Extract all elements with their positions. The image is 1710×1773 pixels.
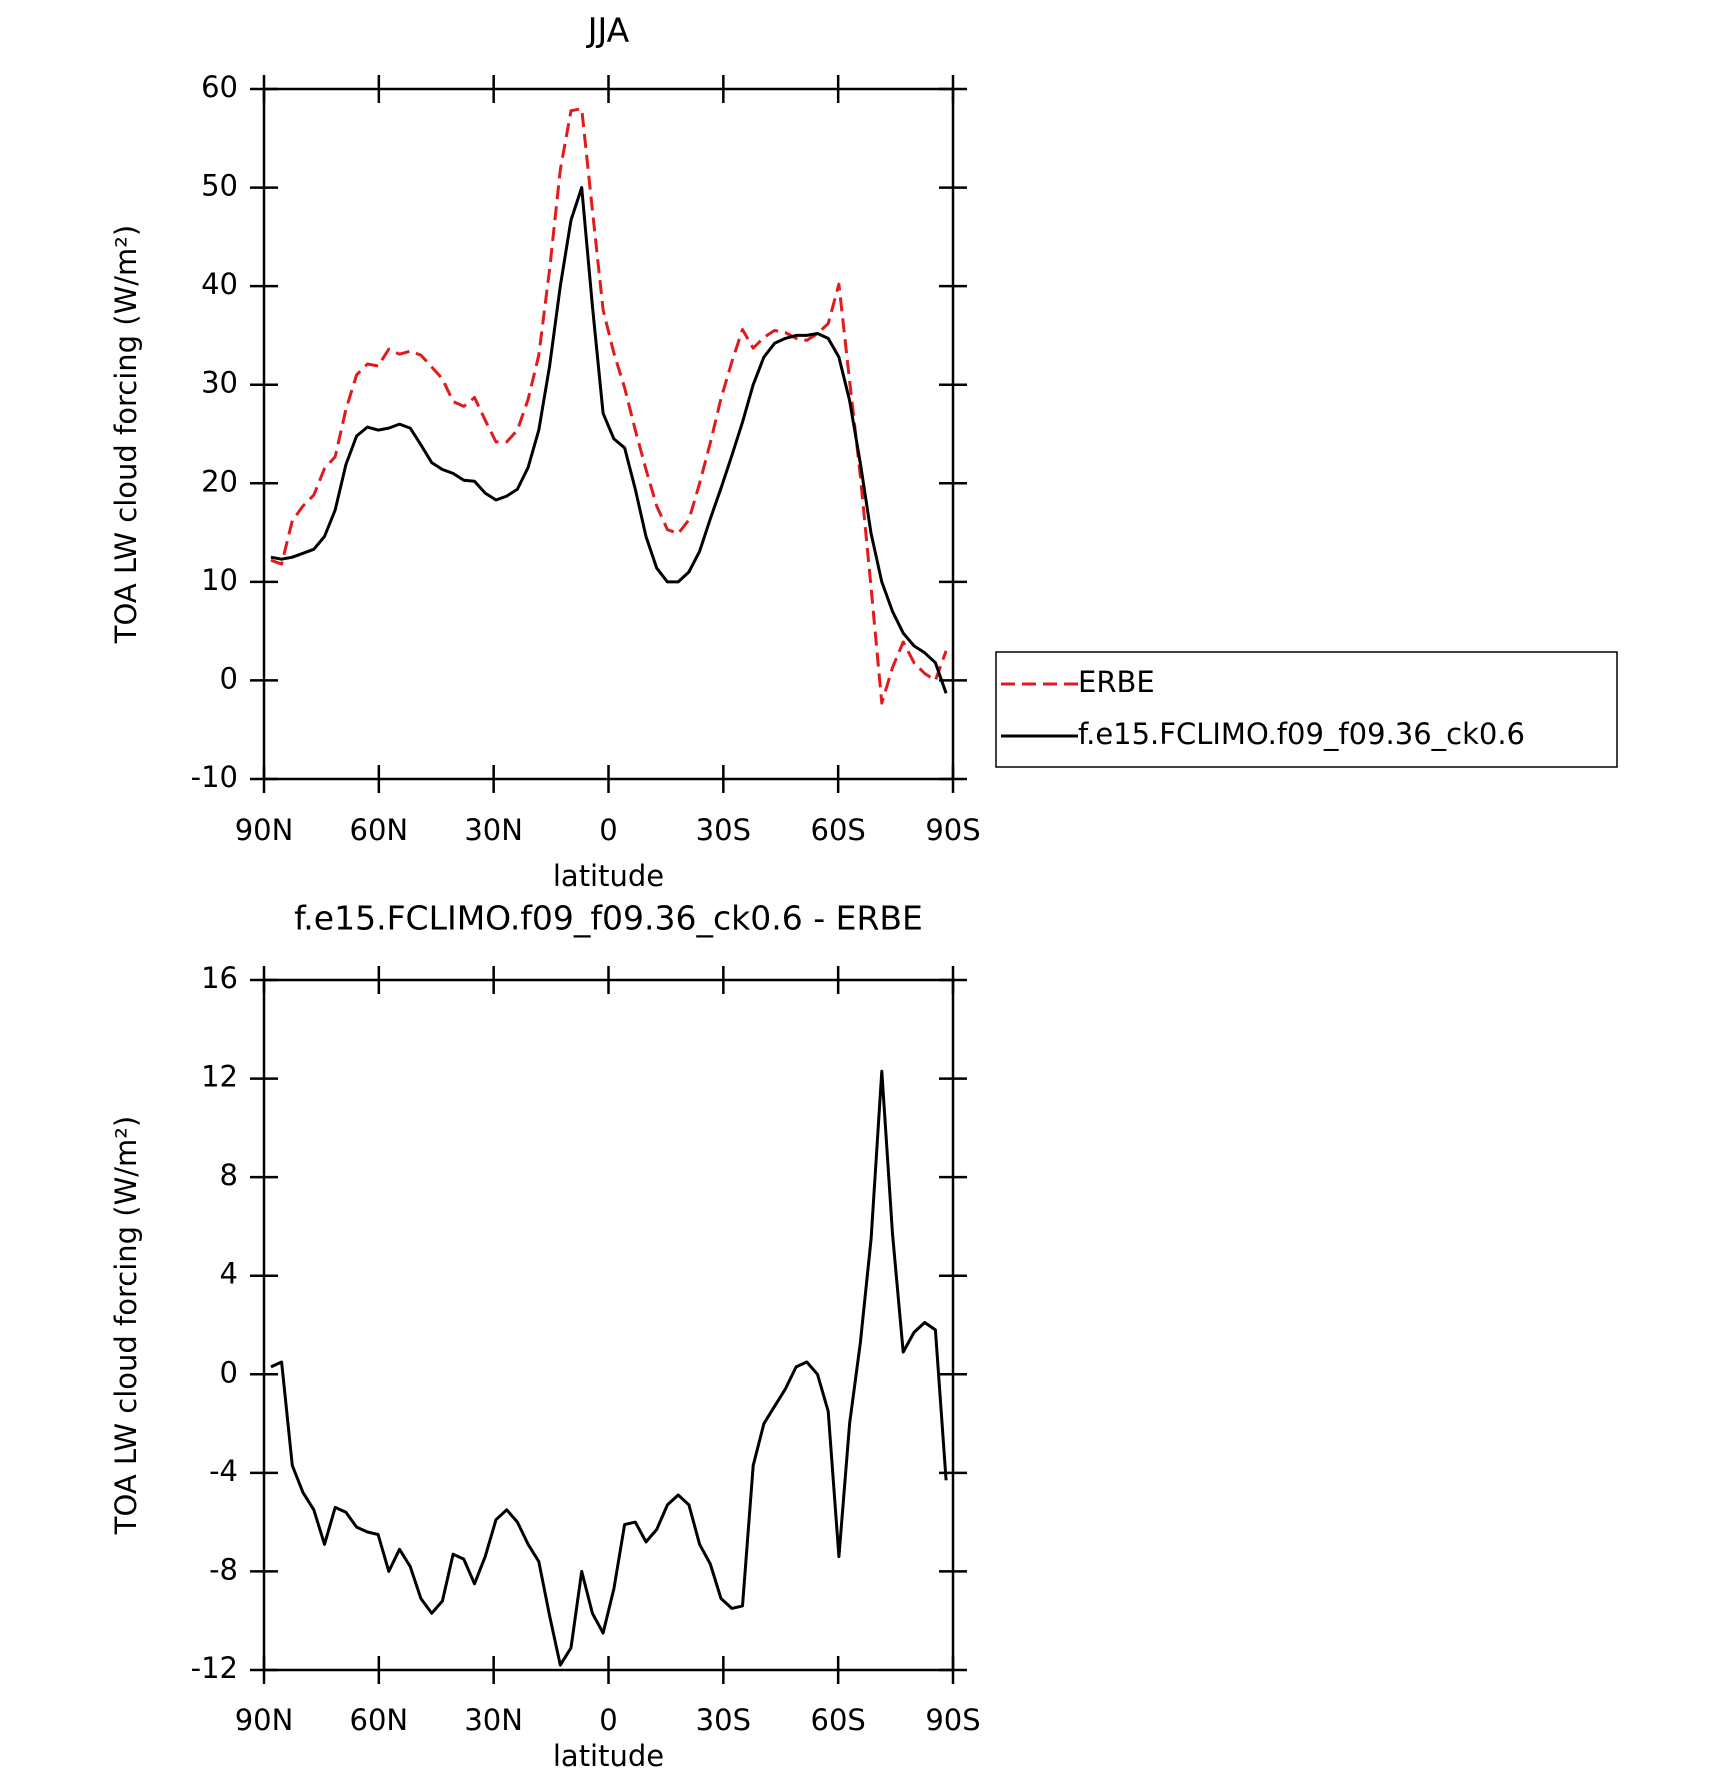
y-axis-label: TOA LW cloud forcing (W/m²): [109, 1116, 143, 1535]
x-tick-label: 90S: [925, 1703, 980, 1737]
x-axis-label: latitude: [553, 1739, 664, 1773]
x-tick-label: 60S: [811, 1703, 866, 1737]
y-tick-label: -4: [209, 1454, 238, 1488]
plot-frame: [262, 87, 955, 781]
y-tick-label: -8: [209, 1552, 238, 1586]
x-tick-label: 90S: [925, 813, 980, 847]
x-tick-label: 30N: [464, 813, 523, 847]
chart-title: JJA: [586, 11, 630, 50]
y-tick-label: 40: [201, 267, 238, 301]
x-tick-label: 60N: [350, 1703, 409, 1737]
y-tick-label: 4: [220, 1257, 238, 1291]
plot-frame: [262, 978, 955, 1672]
x-tick-label: 90N: [235, 1703, 294, 1737]
y-tick-label: -10: [191, 760, 238, 794]
y-tick-label: 0: [220, 1355, 238, 1389]
x-tick-label: 90N: [235, 813, 294, 847]
y-tick-label: -12: [191, 1651, 238, 1685]
x-tick-label: 30S: [696, 1703, 751, 1737]
y-axis-label: TOA LW cloud forcing (W/m²): [109, 225, 143, 644]
y-tick-label: 16: [201, 961, 238, 995]
legend-box: [995, 651, 1618, 768]
x-tick-label: 60S: [811, 813, 866, 847]
series-line: [270, 186, 948, 694]
y-tick-label: 20: [201, 464, 238, 498]
legend-label: f.e15.FCLIMO.f09_f09.36_ck0.6: [1078, 717, 1525, 751]
x-axis-label: latitude: [553, 859, 664, 893]
y-tick-label: 50: [201, 169, 238, 203]
x-tick-label: 30S: [696, 813, 751, 847]
series-line: [270, 1069, 948, 1667]
y-tick-label: 12: [201, 1060, 238, 1094]
legend: ERBE f.e15.FCLIMO.f09_f09.36_ck0.6: [995, 651, 1618, 768]
y-tick-label: 30: [201, 366, 238, 400]
y-tick-label: 10: [201, 563, 238, 597]
series-line: [270, 107, 948, 705]
y-tick-label: 60: [201, 70, 238, 104]
x-tick-label: 0: [599, 813, 617, 847]
x-tick-label: 30N: [464, 1703, 523, 1737]
y-tick-label: 8: [220, 1158, 238, 1192]
x-tick-label: 60N: [350, 813, 409, 847]
y-tick-label: 0: [220, 661, 238, 695]
x-tick-label: 0: [599, 1703, 617, 1737]
chart-title: f.e15.FCLIMO.f09_f09.36_ck0.6 - ERBE: [294, 899, 923, 938]
legend-label: ERBE: [1078, 665, 1155, 699]
